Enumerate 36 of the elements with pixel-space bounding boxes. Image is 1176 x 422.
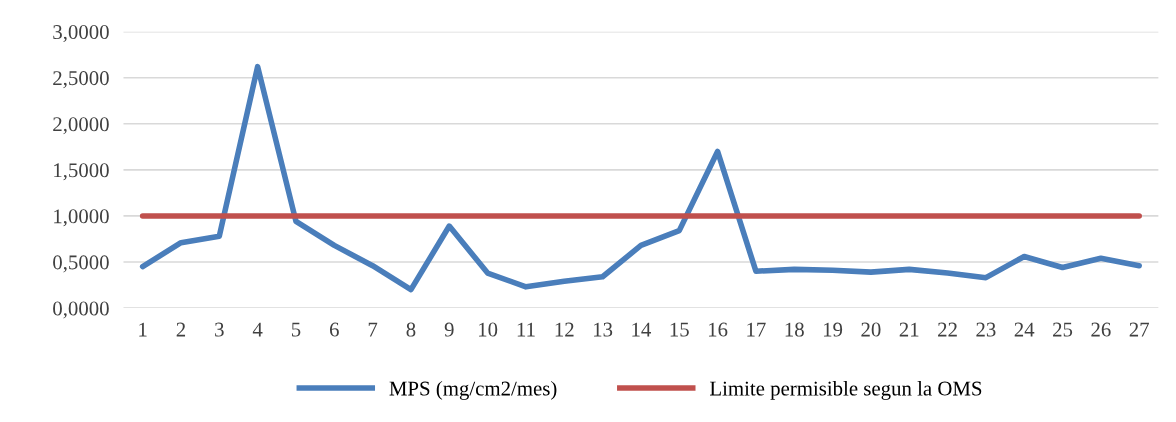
- x-tick-label: 27: [1129, 322, 1150, 337]
- x-tick-label: 4: [252, 322, 263, 337]
- y-tick-label: 0,5000: [53, 255, 109, 273]
- x-tick-label: 19: [823, 322, 843, 337]
- x-tick-label: 2: [176, 322, 186, 337]
- x-tick-label: 24: [1014, 322, 1035, 337]
- x-tick-label: 15: [670, 322, 689, 337]
- x-tick-label: 25: [1053, 322, 1073, 337]
- x-tick-label: 6: [329, 322, 339, 337]
- x-tick-label: 1: [139, 322, 147, 337]
- x-tick-label: 9: [444, 322, 454, 337]
- x-tick-label: 8: [406, 322, 416, 337]
- x-tick-label: 20: [861, 322, 881, 337]
- x-tick-label: 11: [517, 322, 535, 337]
- x-tick-label: 14: [632, 322, 652, 337]
- y-tick-label: 2,0000: [53, 117, 109, 135]
- y-tick-label: 1,0000: [54, 209, 109, 227]
- x-tick-label: 7: [368, 322, 378, 337]
- x-tick-label: 16: [708, 322, 728, 337]
- y-tick-label: 1,5000: [54, 163, 109, 181]
- x-tick-label: 23: [976, 322, 996, 337]
- y-tick-label: 2,5000: [53, 71, 109, 89]
- x-tick-label: 22: [938, 322, 957, 337]
- y-tick-label: 3,0000: [53, 25, 109, 43]
- x-tick-label: 10: [479, 322, 498, 337]
- x-tick-label: 18: [785, 322, 804, 337]
- x-tick-label: 13: [594, 322, 613, 337]
- x-tick-label: 21: [899, 322, 919, 337]
- legend-label: MPS (mg/cm2/mes): [389, 380, 557, 400]
- x-tick-label: 17: [747, 322, 766, 337]
- legend-label: Limite permisible segun la OMS: [710, 380, 982, 400]
- x-tick-label: 5: [291, 322, 301, 337]
- y-tick-label: 0,0000: [53, 301, 109, 319]
- x-tick-label: 12: [555, 322, 574, 337]
- x-tick-label: 26: [1091, 322, 1111, 337]
- x-tick-label: 3: [215, 322, 224, 337]
